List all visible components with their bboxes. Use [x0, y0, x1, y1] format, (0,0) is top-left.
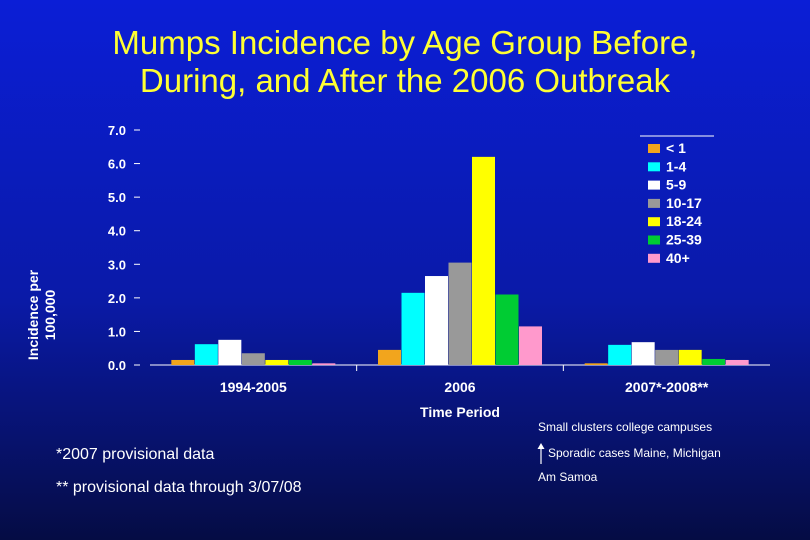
- x-tick-label: 2006: [444, 379, 475, 395]
- bar: [495, 294, 519, 365]
- footnote-provisional-through: ** provisional data through 3/07/08: [56, 479, 302, 496]
- bar: [448, 262, 472, 365]
- legend-label: 25-39: [666, 232, 702, 248]
- arrow-up-icon: [537, 443, 545, 464]
- y-tick-label: 0.0: [108, 358, 126, 373]
- legend-swatch: [648, 144, 660, 153]
- bar: [655, 349, 679, 365]
- legend-label: 10-17: [666, 195, 702, 211]
- bar: [265, 359, 289, 365]
- legend-label: 40+: [666, 250, 690, 266]
- bar: [725, 359, 749, 365]
- y-tick-label: 6.0: [108, 157, 126, 172]
- bar: [631, 342, 655, 365]
- y-tick-label: 4.0: [108, 224, 126, 239]
- y-axis-label-line1: Incidence per: [25, 269, 41, 360]
- bar: [608, 344, 632, 365]
- bar: [241, 353, 265, 365]
- legend-swatch: [648, 253, 660, 263]
- x-tick-label: 2007*-2008**: [625, 379, 709, 395]
- chart-title-line1: Mumps Incidence by Age Group Before,: [112, 24, 698, 61]
- bar: [312, 363, 336, 365]
- bar: [425, 276, 448, 365]
- chart-title-line2: During, and After the 2006 Outbreak: [139, 62, 671, 99]
- bar: [472, 156, 495, 365]
- chart-title: Mumps Incidence by Age Group Before, Dur…: [0, 24, 810, 100]
- legend-label: < 1: [666, 140, 686, 156]
- y-tick-label: 5.0: [108, 190, 126, 205]
- legend-swatch: [648, 235, 660, 245]
- footnote-2007-provisional: *2007 provisional data: [56, 446, 215, 463]
- x-axis-label: Time Period: [420, 404, 500, 420]
- bar: [288, 359, 312, 365]
- y-tick-label: 3.0: [108, 257, 126, 272]
- y-tick-label: 2.0: [108, 291, 126, 306]
- legend-label: 18-24: [666, 213, 702, 229]
- bar: [218, 339, 242, 365]
- bar: [194, 344, 218, 365]
- bar: [378, 349, 401, 365]
- bar: [401, 292, 425, 365]
- annotation-am-samoa: Am Samoa: [538, 470, 598, 484]
- y-axis-label-line2: 100,000: [42, 289, 58, 340]
- bar: [171, 359, 195, 365]
- x-tick-label: 1994-2005: [220, 379, 287, 395]
- legend-swatch: [648, 198, 660, 208]
- legend-label: 5-9: [666, 177, 686, 193]
- legend-label: 1-4: [666, 158, 686, 174]
- y-tick-label: 7.0: [108, 123, 126, 138]
- bar: [702, 358, 726, 365]
- bar: [678, 349, 702, 365]
- bar: [584, 363, 608, 365]
- legend-swatch: [648, 162, 660, 172]
- legend-swatch: [648, 180, 660, 190]
- annotation-sporadic: Sporadic cases Maine, Michigan: [548, 446, 721, 460]
- legend-swatch: [648, 217, 660, 227]
- annotation-small-clusters: Small clusters college campuses: [538, 420, 713, 434]
- y-tick-label: 1.0: [108, 324, 126, 339]
- bar: [519, 326, 542, 365]
